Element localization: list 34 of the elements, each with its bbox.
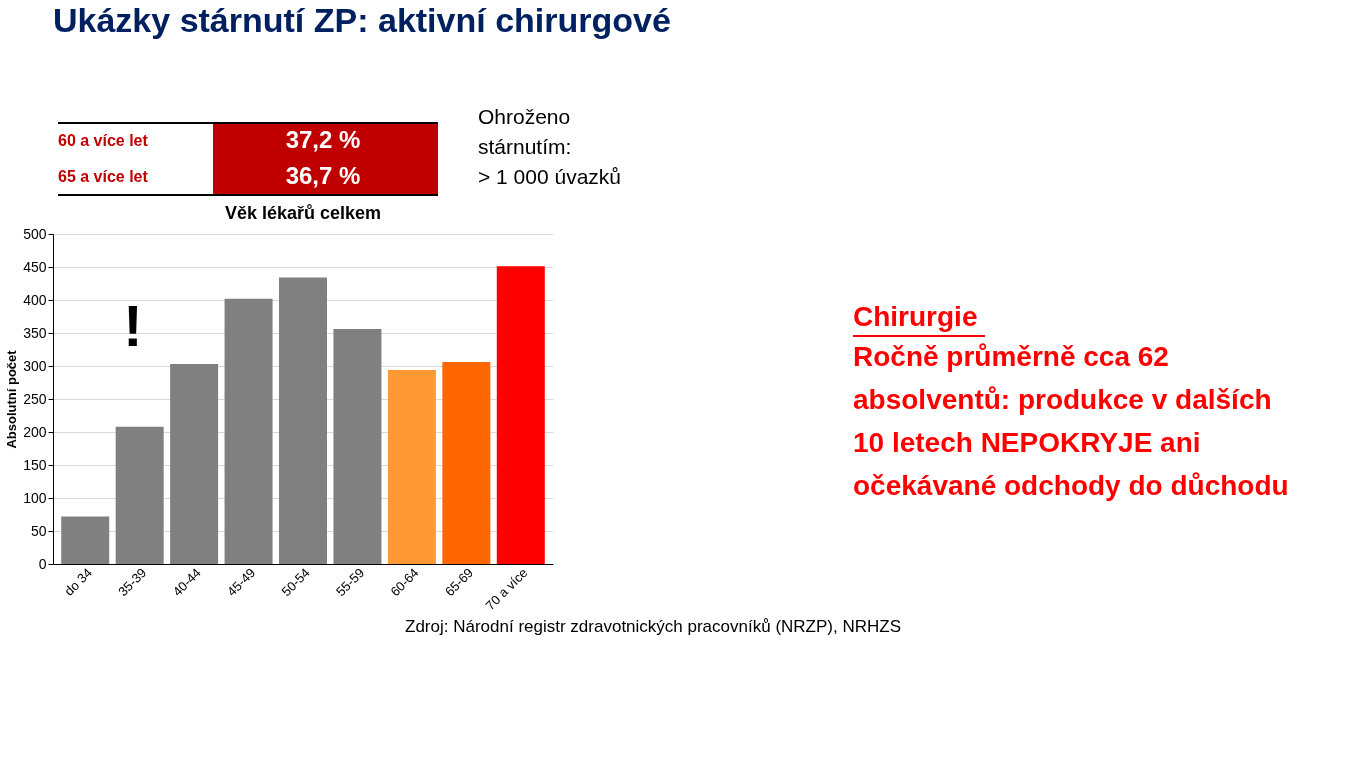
y-tick-label: 250 <box>23 390 47 407</box>
y-tick-label: 300 <box>23 357 47 374</box>
y-tick-label: 0 <box>38 555 47 572</box>
y-axis-title: Absolutní počet <box>4 349 20 449</box>
y-tick-label: 400 <box>23 291 47 308</box>
text: 36,7 % <box>285 162 361 189</box>
text: Chirurgie <box>853 301 978 332</box>
text: Ročně průměrně cca 62 absolventů: produkce v dalších 10 letech NEPOKRYJE ani očekávané odchody do důchodu <box>853 341 1289 501</box>
chart-subtitle: Věk lékařů celkem <box>224 203 382 223</box>
text: 65 a více let <box>58 168 149 185</box>
bar <box>496 266 545 564</box>
text: Zdroj: Národní registr zdravotnických pracovníků (NRZP), NRHZS <box>405 617 901 636</box>
x-tick-label: 70 a více <box>482 565 531 613</box>
text: 60 a více let <box>58 132 149 149</box>
text: Ohroženo stárnutím: > 1 000 úvazků <box>478 105 622 188</box>
y-tick-label: 500 <box>23 225 47 242</box>
y-tick-label: 50 <box>30 522 47 539</box>
y-tick-label: 200 <box>23 423 47 440</box>
annotation: ! <box>123 293 143 358</box>
bar <box>61 516 110 564</box>
text: 37,2 % <box>285 126 361 153</box>
bar <box>224 298 273 564</box>
bar <box>442 362 491 564</box>
x-tick-label: do 34 <box>61 565 95 599</box>
chart-title: Ukázky stárnutí ZP: aktivní chirurgové <box>53 1 671 39</box>
bar <box>333 329 382 564</box>
bar <box>115 426 164 564</box>
bar <box>279 277 327 564</box>
y-tick-label: 150 <box>23 456 47 473</box>
bar <box>387 369 436 564</box>
y-tick-label: 450 <box>23 258 47 275</box>
bar <box>170 364 219 564</box>
y-tick-label: 100 <box>23 489 47 506</box>
y-tick-label: 350 <box>23 324 47 341</box>
